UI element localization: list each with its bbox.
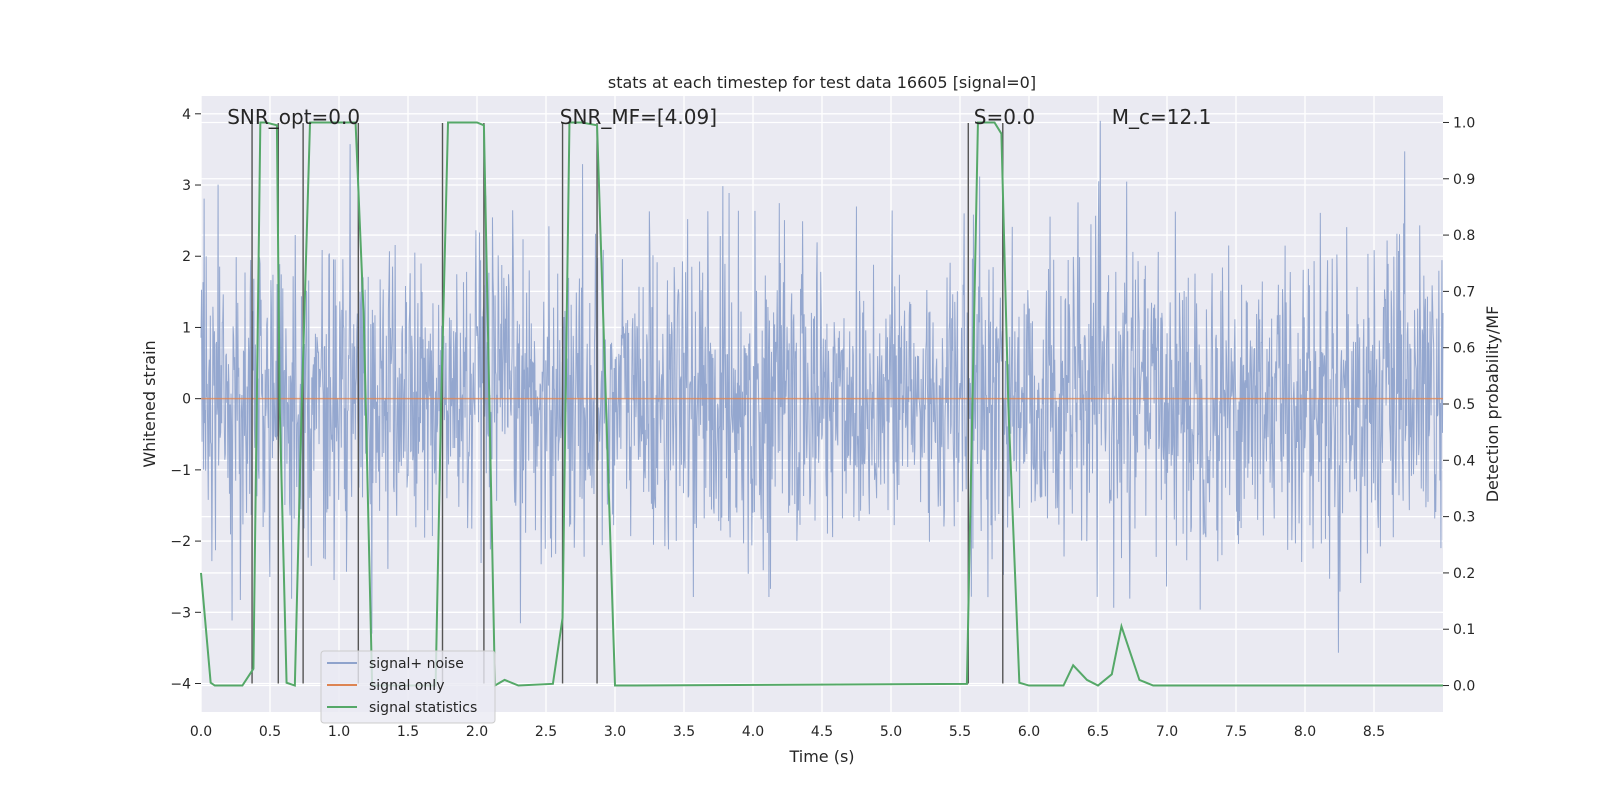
x-tick-label: 8.0 [1294,724,1316,740]
noise-line [200,120,1444,653]
y2-tick-label: 0.5 [1453,397,1475,413]
chart-title: stats at each timestep for test data 166… [608,73,1036,92]
x-axis-label: Time (s) [788,747,854,766]
y-axis-label: Whitened strain [140,340,159,467]
y-tick-label: 1 [182,320,191,336]
y2-tick-label: 0.1 [1453,622,1475,638]
y-tick-label: 2 [182,249,191,265]
x-tick-label: 6.0 [1018,724,1040,740]
x-tick-label: 2.5 [535,724,557,740]
x-tick-label: 2.0 [466,724,488,740]
y2-tick-label: 0.4 [1453,453,1475,469]
y-tick-label: 3 [182,178,191,194]
x-tick-label: 4.0 [742,724,764,740]
legend-label-signal-noise: signal+ noise [369,656,464,672]
y-tick-label: −3 [170,605,191,621]
annotation-0: SNR_opt=0.0 [227,105,360,129]
annotation-2: S=0.0 [974,105,1035,129]
x-tick-label: 6.5 [1087,724,1109,740]
x-tick-label: 5.0 [880,724,902,740]
legend-label-signal-only: signal only [369,678,444,694]
y-tick-label: 0 [182,392,191,408]
y2-tick-label: 0.7 [1453,284,1475,300]
y2-tick-label: 0.9 [1453,172,1475,188]
x-tick-label: 4.5 [811,724,833,740]
x-tick-label: 8.5 [1363,724,1385,740]
x-tick-label: 0.0 [190,724,212,740]
legend-label-signal-statistics: signal statistics [369,700,477,716]
series-signal-noise [200,120,1444,653]
y2-tick-label: 0.3 [1453,510,1475,526]
y2-tick-label: 0.2 [1453,566,1475,582]
x-tick-label: 1.0 [328,724,350,740]
y-ticks: 4 3 2 1 0 −1 −2 −3 −4 [170,107,201,693]
y-tick-label: −4 [170,677,191,693]
y2-axis-label: Detection probability/MF [1483,306,1502,503]
legend-box [320,650,496,724]
x-tick-label: 7.5 [1225,724,1247,740]
y-tick-label: 4 [182,107,191,123]
legend: signal+ noise signal only signal statist… [320,650,496,724]
series-signal-statistics [200,121,1443,688]
annotation-1: SNR_MF=[4.09] [560,105,717,129]
x-tick-label: 5.5 [949,724,971,740]
y2-tick-label: 1.0 [1453,115,1475,131]
x-tick-label: 3.5 [673,724,695,740]
annotations: SNR_opt=0.0 SNR_MF=[4.09] S=0.0 M_c=12.1 [227,105,1211,129]
x-tick-label: 3.0 [604,724,626,740]
statistics-line [200,121,1443,688]
y2-ticks: 1.0 0.9 0.8 0.7 0.6 0.5 0.4 0.3 0.2 0.1 0.0 [1443,115,1475,695]
x-tick-label: 7.0 [1156,724,1178,740]
annotation-3: M_c=12.1 [1112,105,1212,129]
y2-tick-label: 0.0 [1453,679,1475,695]
y2-tick-label: 0.6 [1453,341,1475,357]
x-tick-label: 1.5 [397,724,419,740]
y-tick-label: −2 [170,534,191,550]
x-ticks: 0.0 0.5 1.0 1.5 2.0 2.5 3.0 3.5 4.0 4.5 5.0 5.5 6.0 6… [190,724,1385,740]
y2-tick-label: 0.8 [1453,228,1475,244]
x-tick-label: 0.5 [259,724,281,740]
y-tick-label: −1 [170,463,191,479]
